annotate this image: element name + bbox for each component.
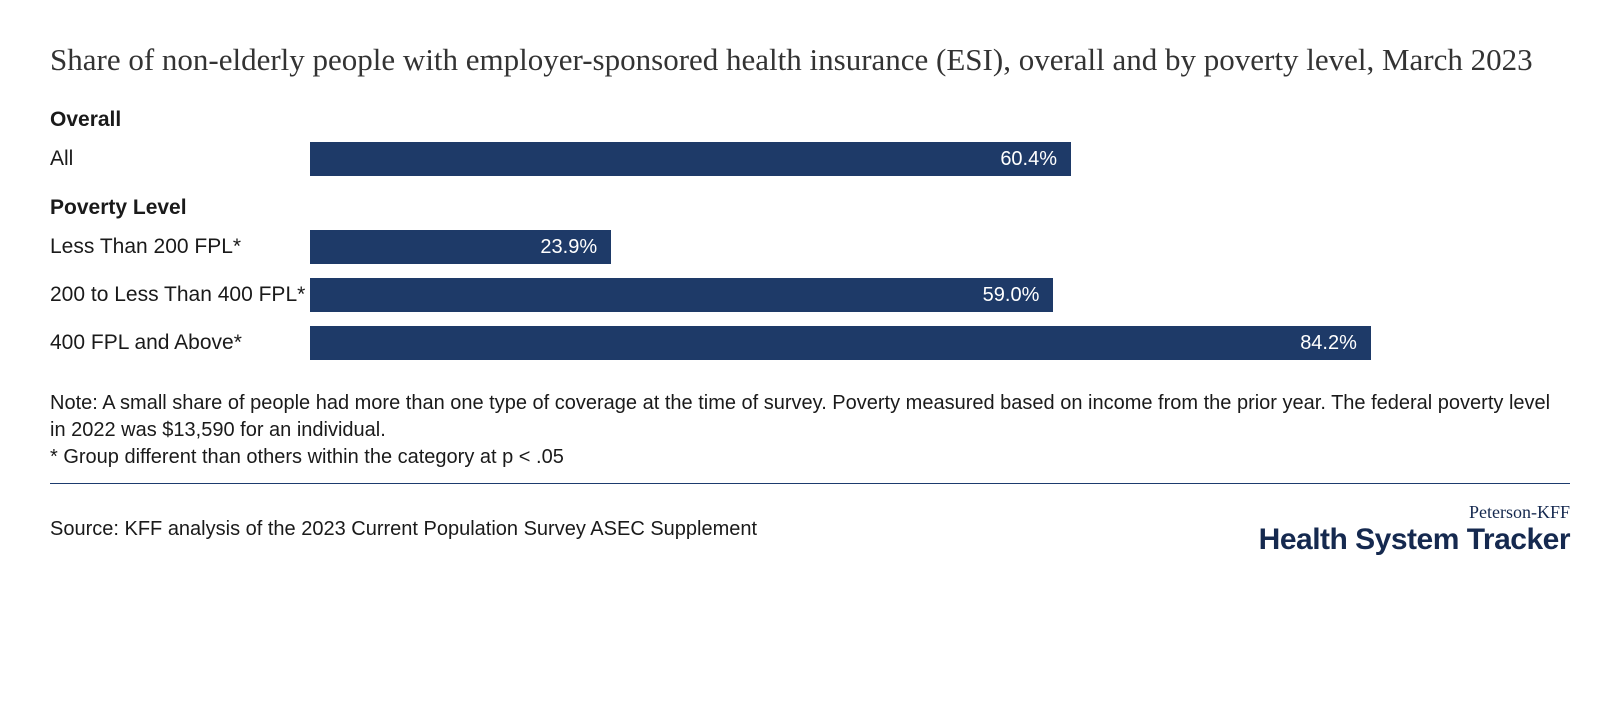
row-label: 200 to Less Than 400 FPL*: [50, 283, 310, 307]
bar-value: 23.9%: [540, 236, 597, 259]
source-text: Source: KFF analysis of the 2023 Current…: [50, 518, 757, 541]
bar-value: 84.2%: [1300, 332, 1357, 355]
note-line-1: Note: A small share of people had more t…: [50, 392, 1550, 441]
logo: Peterson-KFF Health System Tracker: [1259, 502, 1570, 557]
bar: 84.2%: [310, 326, 1371, 360]
logo-top-text: Peterson-KFF: [1259, 502, 1570, 523]
bar-area: 84.2%: [310, 326, 1570, 360]
row-label: Less Than 200 FPL*: [50, 235, 310, 259]
bar: 23.9%: [310, 230, 611, 264]
chart-note: Note: A small share of people had more t…: [50, 390, 1570, 484]
note-line-2: * Group different than others within the…: [50, 446, 564, 468]
chart-footer: Source: KFF analysis of the 2023 Current…: [50, 502, 1570, 557]
logo-bottom-text: Health System Tracker: [1259, 523, 1570, 557]
bar: 60.4%: [310, 142, 1071, 176]
bar-value: 59.0%: [983, 284, 1040, 307]
bar-value: 60.4%: [1000, 148, 1057, 171]
chart-row: 400 FPL and Above* 84.2%: [50, 326, 1570, 360]
row-label: All: [50, 147, 310, 171]
bar-area: 59.0%: [310, 278, 1570, 312]
group-label: Poverty Level: [50, 196, 1570, 220]
chart-row: All 60.4%: [50, 142, 1570, 176]
row-label: 400 FPL and Above*: [50, 331, 310, 355]
bar: 59.0%: [310, 278, 1053, 312]
group-label: Overall: [50, 108, 1570, 132]
bar-area: 23.9%: [310, 230, 1570, 264]
chart-row: 200 to Less Than 400 FPL* 59.0%: [50, 278, 1570, 312]
chart-row: Less Than 200 FPL* 23.9%: [50, 230, 1570, 264]
bar-area: 60.4%: [310, 142, 1570, 176]
bar-chart: Overall All 60.4% Poverty Level Less Than 20…: [50, 108, 1570, 360]
chart-title: Share of non-elderly people with employe…: [50, 40, 1570, 80]
